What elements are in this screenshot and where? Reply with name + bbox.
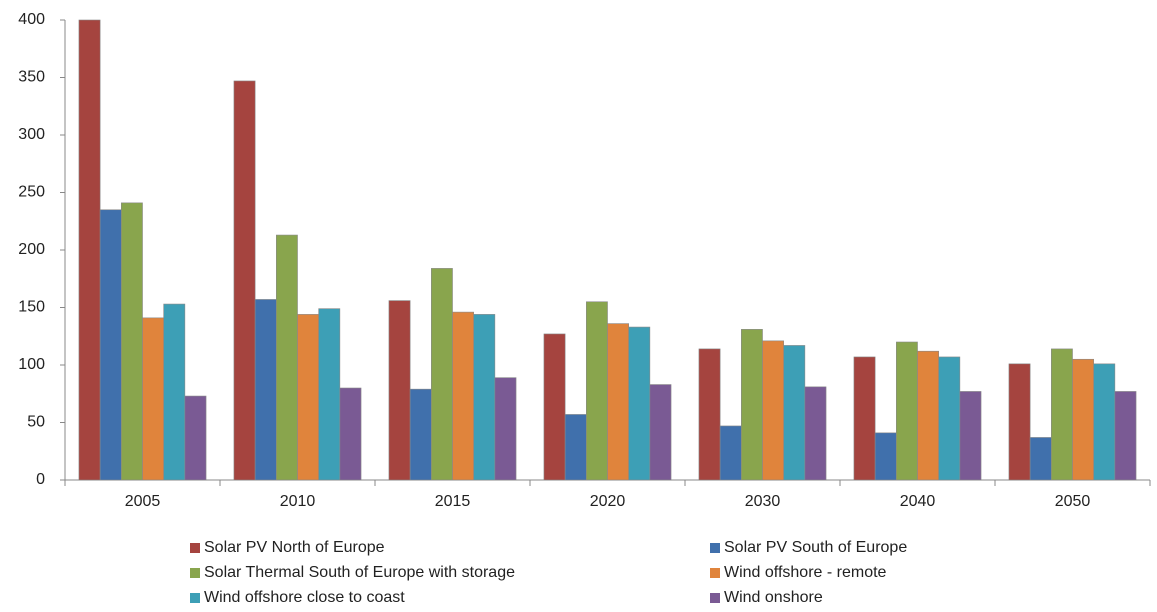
x-tick-label: 2015 — [435, 493, 471, 510]
bar — [874, 432, 897, 481]
y-tick-label: 400 — [18, 11, 45, 28]
bar — [1029, 437, 1052, 481]
bar — [473, 314, 496, 481]
bar — [409, 388, 432, 481]
bar — [142, 317, 164, 481]
bar — [388, 300, 411, 481]
bar — [762, 340, 784, 481]
legend-label: Wind offshore - remote — [724, 564, 887, 581]
bar — [184, 395, 207, 481]
bar — [318, 308, 341, 481]
bar — [78, 19, 101, 481]
bar — [452, 311, 474, 481]
bar — [1072, 358, 1094, 481]
y-tick-label: 350 — [18, 69, 45, 86]
x-tick-label: 2040 — [900, 493, 936, 510]
bar — [163, 303, 186, 481]
bar — [543, 333, 566, 481]
y-tick-label: 50 — [27, 414, 45, 431]
legend-swatch — [190, 543, 200, 553]
legend-swatch — [710, 593, 720, 603]
y-tick-label: 100 — [18, 356, 45, 373]
bar — [1114, 391, 1137, 481]
bar — [649, 384, 672, 481]
legend-label: Solar PV North of Europe — [204, 539, 385, 556]
legend-label: Wind onshore — [724, 589, 823, 606]
bar — [1008, 363, 1031, 481]
bar — [741, 329, 763, 481]
bar — [853, 356, 876, 481]
bar — [783, 345, 806, 481]
y-tick-label: 200 — [18, 241, 45, 258]
x-tick-label: 2050 — [1055, 493, 1091, 510]
bar — [896, 341, 918, 481]
legend-swatch — [710, 568, 720, 578]
legend-label: Solar PV South of Europe — [724, 539, 907, 556]
legend-swatch — [710, 543, 720, 553]
bar — [121, 202, 143, 481]
x-tick-label: 2030 — [745, 493, 781, 510]
y-tick-label: 0 — [36, 471, 45, 488]
x-tick-label: 2020 — [590, 493, 626, 510]
bar — [804, 386, 827, 481]
bar — [339, 387, 362, 481]
bar — [431, 268, 453, 481]
bar — [719, 425, 742, 481]
bar — [959, 391, 982, 481]
bar — [254, 299, 277, 481]
bar — [494, 377, 517, 481]
bar — [938, 356, 961, 481]
bar — [1051, 348, 1073, 481]
x-tick-label: 2005 — [125, 493, 161, 510]
bar — [917, 350, 939, 481]
bar — [1093, 363, 1116, 481]
bar — [628, 326, 651, 481]
bar — [607, 323, 629, 481]
y-tick-label: 250 — [18, 184, 45, 201]
bar — [586, 301, 608, 481]
bar — [698, 348, 721, 481]
legend-label: Solar Thermal South of Europe with stora… — [204, 564, 515, 581]
x-tick-label: 2010 — [280, 493, 316, 510]
bar — [564, 414, 587, 481]
bar — [297, 314, 319, 481]
y-tick-label: 150 — [18, 299, 45, 316]
legend-label: Wind offshore close to coast — [204, 589, 405, 606]
y-tick-label: 300 — [18, 126, 45, 143]
legend-swatch — [190, 593, 200, 603]
legend-swatch — [190, 568, 200, 578]
bar — [276, 234, 298, 481]
bar — [99, 209, 122, 481]
bar — [233, 80, 256, 481]
